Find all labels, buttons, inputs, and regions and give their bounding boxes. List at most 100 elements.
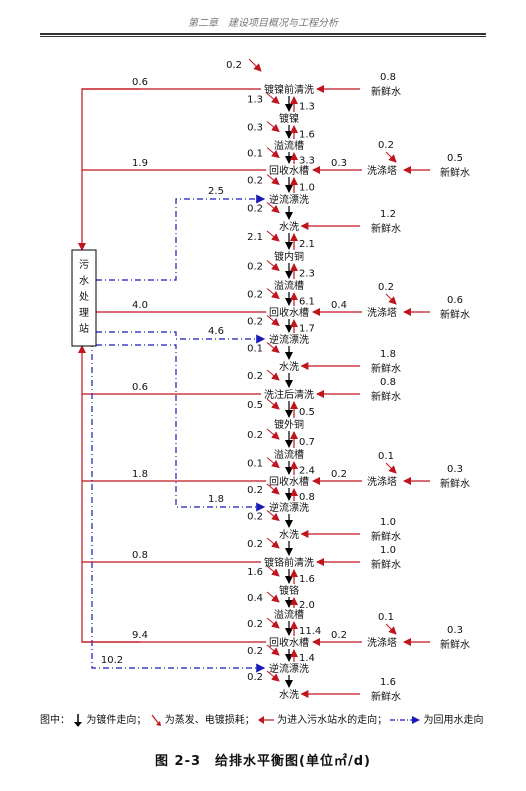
sewage-treatment-box: 污水处理站 [71, 249, 97, 347]
loss-arrow [385, 293, 397, 305]
drain-value: 4.0 [132, 300, 148, 311]
process-unit-label: 溢流槽 [274, 139, 304, 152]
sewage-char: 站 [79, 322, 89, 335]
scrubber-flow-value: 0.2 [331, 630, 347, 641]
legend-part-flow: 为镀件走向； [86, 715, 147, 726]
loss-arrow [266, 174, 280, 186]
carryover-value: 0.2 [247, 430, 263, 441]
process-unit-label: 逆流漂洗 [269, 333, 309, 346]
reflux-value: 3.3 [299, 156, 315, 167]
scrubber-tower-label: 洗涤塔 [367, 475, 397, 488]
scrubber-flow-value: 0.2 [331, 469, 347, 480]
carryover-value: 0.2 [247, 646, 263, 657]
water-balance-diagram: 镀镍前清洗1.30.8新鲜水0.60.2镀镍0.31.3溢流槽0.11.6回收水… [71, 58, 470, 703]
drain-value: 0.6 [132, 77, 148, 88]
loss-value: 0.1 [378, 451, 394, 462]
carryover-value: 0.1 [247, 149, 263, 160]
loss-arrow [266, 483, 280, 495]
fresh-water-value: 0.5 [447, 153, 463, 164]
loss-arrow [266, 121, 280, 133]
reuse-value: 10.2 [101, 655, 123, 666]
loss-arrow-icon [151, 714, 161, 726]
carryover-value: 0.2 [247, 176, 263, 187]
scrubber-flow-value: 0.3 [331, 158, 347, 169]
carryover-value: 0.2 [247, 204, 263, 215]
process-unit-label: 镀外铜 [274, 418, 304, 431]
sewage-char: 污 [79, 259, 89, 271]
fresh-water-label: 新鲜水 [440, 166, 470, 179]
drain-value: 0.6 [132, 382, 148, 393]
process-unit-label: 镀铬前清洗 [264, 556, 314, 569]
fresh-water-label: 新鲜水 [371, 222, 401, 235]
carryover-value: 0.2 [247, 290, 263, 301]
scrubber-tower-label: 洗涤塔 [367, 306, 397, 319]
process-unit-label: 溢流槽 [274, 448, 304, 461]
carryover-value: 0.2 [247, 672, 263, 683]
carryover-value: 0.1 [247, 344, 263, 355]
carryover-value: 0.5 [247, 400, 263, 411]
loss-arrow [266, 591, 280, 603]
legend-drain: 为进入污水站水的走向； [277, 715, 388, 726]
carryover-value: 0.2 [247, 262, 263, 273]
drain-trunk-lower [78, 345, 140, 643]
reflux-value: 11.4 [299, 626, 321, 637]
process-unit-label: 洗注后清洗 [264, 388, 314, 401]
loss-arrow [385, 462, 397, 474]
carryover-value: 0.2 [247, 371, 263, 382]
reflux-value: 1.3 [299, 102, 315, 113]
loss-arrow [266, 565, 280, 577]
loss-arrow [266, 644, 280, 656]
process-unit-label: 水洗 [279, 221, 299, 233]
legend-loss: 为蒸发、电镀损耗； [164, 715, 255, 726]
process-unit-label: 水洗 [279, 529, 299, 541]
loss-arrow [266, 537, 280, 549]
loss-arrow [266, 428, 280, 440]
fresh-water-label: 新鲜水 [371, 530, 401, 543]
carryover-value: 0.3 [247, 123, 263, 134]
sewage-char: 理 [79, 307, 89, 319]
loss-arrow [248, 58, 262, 72]
carryover-value: 0.1 [247, 459, 263, 470]
loss-value: 0.2 [226, 60, 242, 71]
chapter-header: 第二章 建设项目概况与工程分析 [188, 18, 338, 29]
loss-arrow [266, 230, 280, 242]
fresh-water-value: 0.8 [380, 377, 396, 388]
carryover-value: 0.2 [247, 512, 263, 523]
carryover-value: 0.2 [247, 539, 263, 550]
drain-trunk-upper [78, 88, 140, 251]
carryover-value: 1.6 [247, 567, 263, 578]
loss-value: 0.2 [378, 140, 394, 151]
reflux-value: 1.4 [299, 653, 315, 664]
drain-value: 0.8 [132, 550, 148, 561]
loss-arrow [385, 151, 397, 163]
loss-arrow [266, 202, 280, 214]
fresh-water-label: 新鲜水 [440, 308, 470, 321]
fresh-water-value: 1.8 [380, 349, 396, 360]
process-unit-label: 镀镍 [279, 112, 299, 125]
carryover-value: 0.2 [247, 619, 263, 630]
fresh-water-value: 0.6 [447, 295, 463, 306]
flow-labels: 镀镍前清洗1.30.8新鲜水0.60.2镀镍0.31.3溢流槽0.11.6回收水… [101, 60, 470, 703]
sewage-treatment-label: 污水处理站 [79, 259, 89, 335]
process-unit-label: 逆流漂洗 [269, 193, 309, 206]
fresh-water-label: 新鲜水 [440, 477, 470, 490]
fresh-water-label: 新鲜水 [371, 690, 401, 703]
reflux-value: 6.1 [299, 297, 315, 308]
reflux-value: 1.0 [299, 183, 315, 194]
carryover-value: 0.4 [247, 593, 263, 604]
fresh-water-label: 新鲜水 [371, 390, 401, 403]
header-rule-thin [40, 36, 486, 37]
drain-value: 9.4 [132, 630, 148, 641]
process-unit-label: 回收水槽 [269, 636, 309, 649]
scrubber-tower-label: 洗涤塔 [367, 164, 397, 177]
fresh-water-value: 1.0 [380, 517, 396, 528]
reuse-water-line [96, 194, 266, 281]
fresh-water-value: 0.3 [447, 625, 463, 636]
fresh-water-label: 新鲜水 [371, 362, 401, 375]
process-unit-label: 水洗 [279, 361, 299, 373]
process-unit-label: 回收水槽 [269, 306, 309, 319]
loss-value: 0.2 [378, 282, 394, 293]
sewage-char: 水 [79, 275, 89, 287]
reuse-value: 4.6 [208, 326, 224, 337]
loss-arrow [266, 315, 280, 327]
